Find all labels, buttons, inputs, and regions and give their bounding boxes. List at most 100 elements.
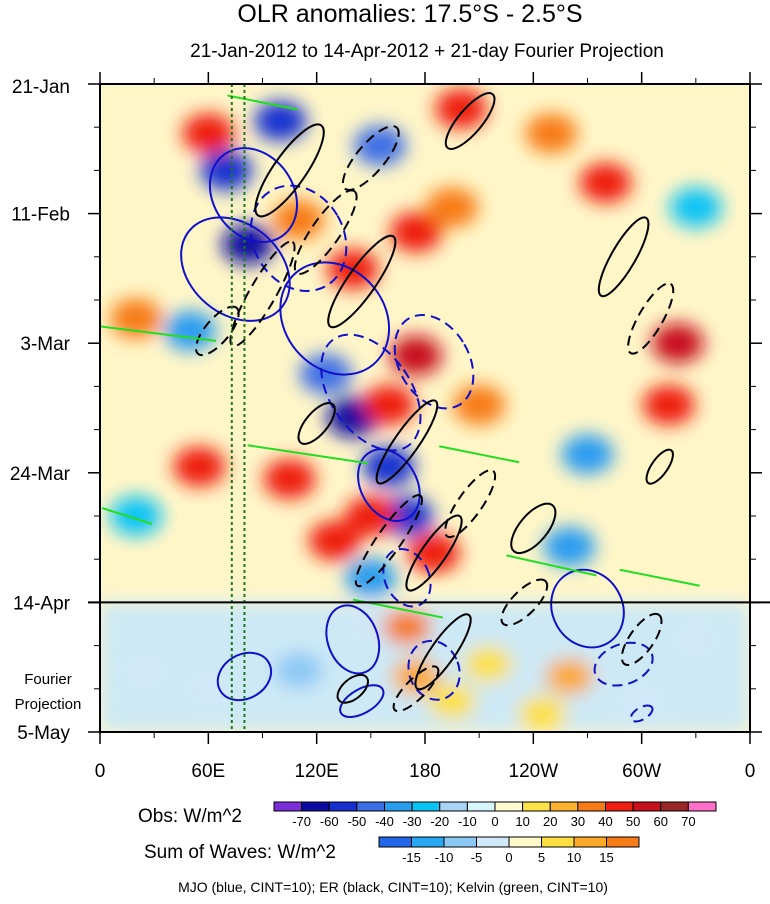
waves-colorbar-level-label: 0 bbox=[505, 850, 512, 865]
y-tick-label: 11-Feb bbox=[11, 205, 70, 226]
obs-colorbar-level-label: -60 bbox=[320, 814, 339, 829]
er-contour bbox=[444, 469, 497, 539]
obs-colorbar-level-label: -50 bbox=[347, 814, 366, 829]
obs-colorbar-level-label: 0 bbox=[491, 814, 498, 829]
kelvin-contour bbox=[247, 444, 368, 465]
x-tick-label: 120E bbox=[294, 761, 338, 782]
obs-anomaly-blob bbox=[389, 212, 442, 253]
obs-anomaly-blob bbox=[389, 335, 442, 376]
obs-anomaly-blob bbox=[642, 384, 695, 425]
obs-colorbar-level-label: 20 bbox=[543, 814, 557, 829]
obs-colorbar-swatch bbox=[687, 801, 717, 812]
chart-subtitle: 21-Jan-2012 to 14-Apr-2012 + 21-day Four… bbox=[190, 41, 664, 62]
x-tick-label: 120W bbox=[509, 761, 559, 782]
waves-colorbar-swatch bbox=[443, 836, 477, 848]
obs-colorbar-level-label: 10 bbox=[515, 814, 529, 829]
mjo-contour bbox=[339, 684, 385, 719]
chart-title: OLR anomalies: 17.5°S - 2.5°S bbox=[237, 0, 582, 28]
obs-anomaly-blob bbox=[200, 150, 253, 191]
er-contour bbox=[500, 578, 549, 627]
projection-anomaly-blob bbox=[274, 652, 323, 689]
mjo-contour bbox=[180, 216, 291, 322]
obs-colorbar-level-label: -40 bbox=[375, 814, 394, 829]
obs-anomaly-blob bbox=[254, 101, 307, 142]
projection-anomaly-blob bbox=[617, 683, 666, 720]
x-tick-label: 180 bbox=[409, 761, 441, 782]
y-tick-label: 3-Mar bbox=[20, 334, 70, 355]
waves-colorbar-level-label: 10 bbox=[567, 850, 581, 865]
kelvin-contour bbox=[438, 445, 520, 464]
waves-colorbar-swatch bbox=[378, 836, 412, 848]
waves-colorbar-level-label: 15 bbox=[599, 850, 613, 865]
mjo-contour bbox=[325, 604, 381, 675]
mjo-contour bbox=[550, 568, 625, 649]
er-contour bbox=[510, 502, 557, 555]
obs-colorbar-level-label: 70 bbox=[681, 814, 695, 829]
obs-anomaly-blob bbox=[308, 520, 361, 561]
mjo-contour bbox=[393, 314, 475, 410]
obs-colorbar-level-label: 30 bbox=[571, 814, 585, 829]
y-tick-label: 21-Jan bbox=[12, 77, 70, 98]
er-contour bbox=[444, 92, 496, 150]
obs-colorbar-swatch bbox=[577, 801, 606, 812]
er-contour bbox=[405, 514, 463, 592]
obs-anomaly-blob bbox=[426, 187, 479, 228]
er-contour bbox=[645, 448, 674, 485]
projection-label-line2: Projection bbox=[15, 696, 82, 713]
er-contour bbox=[229, 240, 296, 348]
obs-anomaly-blob bbox=[543, 526, 596, 567]
mjo-contour bbox=[320, 333, 422, 452]
er-contour bbox=[597, 216, 650, 298]
obs-anomaly-blob bbox=[344, 557, 397, 598]
er-contour bbox=[620, 612, 663, 666]
obs-anomaly-blob bbox=[263, 458, 316, 499]
x-tick-label: 0 bbox=[745, 761, 756, 782]
obs-colorbar-level-label: 40 bbox=[598, 814, 612, 829]
obs-anomaly-blob bbox=[435, 88, 488, 129]
obs-colorbar-swatch bbox=[632, 801, 662, 812]
er-contour bbox=[627, 282, 675, 355]
obs-colorbar-swatch bbox=[411, 801, 441, 812]
er-contour bbox=[392, 665, 440, 713]
projection-label-line1: Fourier bbox=[24, 671, 72, 688]
er-contour bbox=[194, 305, 240, 357]
obs-colorbar-swatch bbox=[273, 801, 303, 812]
waves-colorbar-level-label: -5 bbox=[471, 850, 483, 865]
obs-anomaly-blob bbox=[173, 446, 226, 487]
projection-anomaly-blob bbox=[545, 658, 594, 695]
kelvin-contour bbox=[619, 568, 700, 587]
obs-colorbar-swatch bbox=[301, 801, 330, 812]
mjo-contour bbox=[216, 651, 273, 702]
y-tick-label: 14-Apr bbox=[13, 593, 71, 614]
er-contour bbox=[293, 189, 358, 275]
projection-anomaly-blob bbox=[184, 670, 233, 707]
x-tick-label: 60E bbox=[191, 761, 225, 782]
obs-colorbar-swatch bbox=[439, 801, 468, 812]
projection-anomaly-blob bbox=[428, 683, 477, 720]
waves-colorbar-level-label: 5 bbox=[538, 850, 545, 865]
x-tick-label: 0 bbox=[95, 761, 106, 782]
obs-anomaly-blob bbox=[272, 199, 325, 240]
y-tick-label: 24-Mar bbox=[10, 464, 71, 485]
er-contour bbox=[375, 399, 439, 485]
obs-colorbar-level-label: -10 bbox=[458, 814, 477, 829]
y-tick-label: 5-May bbox=[17, 723, 70, 744]
kelvin-contour bbox=[100, 325, 217, 342]
waves-colorbar-swatch bbox=[476, 836, 510, 848]
kelvin-contour bbox=[506, 554, 597, 577]
obs-colorbar-swatch bbox=[356, 801, 385, 812]
obs-colorbar-swatch bbox=[549, 801, 579, 812]
mjo-contour bbox=[357, 448, 421, 522]
projection-anomaly-blob bbox=[121, 652, 170, 689]
waves-colorbar-swatch bbox=[573, 836, 607, 848]
waves-colorbar-swatch bbox=[606, 836, 640, 848]
mjo-contour bbox=[249, 184, 348, 292]
obs-anomaly-blob bbox=[380, 496, 433, 536]
waves-colorbar-swatch bbox=[541, 836, 575, 848]
mjo-contour bbox=[382, 547, 432, 608]
projection-anomaly-blob bbox=[464, 646, 513, 683]
plot-area bbox=[100, 84, 750, 732]
obs-colorbar-level-label: -20 bbox=[430, 814, 449, 829]
kelvin-contour bbox=[227, 94, 298, 111]
